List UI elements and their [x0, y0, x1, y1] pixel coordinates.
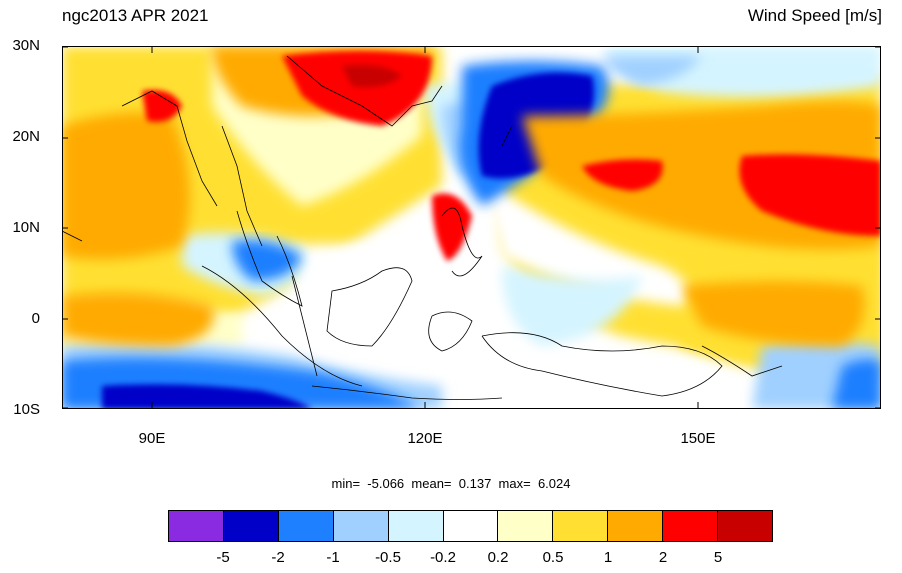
wind-anomaly-field — [62, 46, 881, 409]
stats-mean-label: mean= — [411, 476, 452, 491]
colorbar-swatch — [553, 511, 609, 541]
colorbar-swatch — [608, 511, 664, 541]
colorbar-label: 2 — [658, 549, 668, 566]
stats-min-value: -5.066 — [367, 476, 405, 491]
colorbar-swatch — [663, 511, 719, 541]
colorbar-label: -0.2 — [430, 549, 456, 566]
plot-title-left: ngc2013 APR 2021 — [62, 6, 209, 25]
colorbar-label: 0.2 — [487, 549, 509, 566]
plot-title-right: Wind Speed [m/s] — [747, 6, 882, 25]
coastlines — [62, 55, 783, 400]
lat-tick-20n: 20N — [12, 128, 40, 145]
colorbar-swatch — [223, 511, 279, 541]
colorbar-label: -0.5 — [375, 549, 401, 566]
stats-max-value: 6.024 — [537, 476, 571, 491]
lon-tick-150e: 150E — [680, 430, 716, 447]
colorbar-swatch — [443, 511, 499, 541]
wind-speed-map — [62, 46, 881, 409]
lon-tick-120e: 120E — [407, 430, 443, 447]
colorbar-swatch — [498, 511, 554, 541]
stats-max-label: max= — [498, 476, 531, 491]
lat-tick-30n: 30N — [12, 37, 40, 54]
lat-tick-10n: 10N — [12, 219, 40, 236]
colorbar-swatch — [169, 511, 224, 541]
stats-mean-value: 0.137 — [458, 476, 492, 491]
colorbar — [168, 510, 773, 542]
colorbar-swatch — [388, 511, 444, 541]
lat-tick-10s: 10S — [13, 401, 40, 418]
colorbar-swatch — [278, 511, 334, 541]
lat-tick-0: 0 — [31, 310, 40, 327]
colorbar-label: 5 — [713, 549, 723, 566]
lon-tick-90e: 90E — [138, 430, 166, 447]
colorbar-label: -1 — [326, 549, 340, 566]
colorbar-swatch — [333, 511, 389, 541]
colorbar-label: 1 — [603, 549, 613, 566]
colorbar-label: -2 — [271, 549, 285, 566]
colorbar-label: 0.5 — [542, 549, 564, 566]
stats-min-label: min= — [331, 476, 361, 491]
map-field-svg — [62, 46, 881, 409]
stats-line: min= -5.066 mean= 0.137 max= 6.024 — [0, 476, 902, 491]
colorbar-swatch — [718, 511, 772, 541]
colorbar-label: -5 — [216, 549, 230, 566]
map-tick-marks — [62, 46, 881, 409]
